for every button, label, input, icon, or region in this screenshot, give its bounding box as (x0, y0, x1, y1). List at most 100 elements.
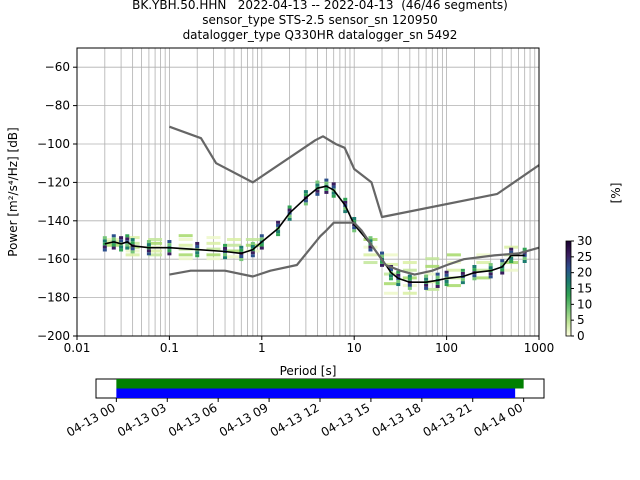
density-mode-cell (352, 220, 357, 224)
density-mode-cell (488, 275, 493, 279)
density-mode-cell (324, 190, 329, 194)
density-mode-cell (315, 189, 320, 193)
density-mode-cell (239, 255, 244, 259)
density-mode-cell (331, 182, 336, 186)
density-mode-cell (195, 254, 200, 258)
colorbar-tick-label: 25 (577, 250, 592, 264)
density-mode-cell (460, 281, 465, 285)
timeline-tick-label: 04-13 00 (64, 400, 118, 439)
density-cell (446, 268, 461, 272)
density-mode-cell (239, 258, 244, 262)
density-cell (402, 291, 417, 295)
density-mode-cell (500, 259, 505, 263)
noise-model-low-line (169, 221, 540, 278)
density-mode-cell (388, 268, 393, 272)
density-mode-cell (444, 279, 449, 283)
density-mode-cell (488, 263, 493, 267)
noise-model-high-line (169, 125, 540, 219)
density-mode-cell (146, 252, 151, 256)
density-mode-cell (522, 260, 527, 264)
density-mode-cell (407, 283, 412, 287)
density-mode-cell (167, 240, 172, 244)
density-mode-cell (130, 238, 135, 242)
density-mode-cell (343, 210, 348, 214)
density-cell (125, 236, 140, 240)
density-mode-cell (472, 268, 477, 272)
density-mode-cell (396, 279, 401, 283)
density-mode-cell (250, 241, 255, 245)
density-mode-cell (276, 230, 281, 234)
colorbar-tick-label: 20 (577, 266, 592, 280)
density-mode-cell (324, 181, 329, 185)
density-mode-cell (125, 243, 130, 247)
density-mode-cell (500, 268, 505, 272)
density-cell (446, 253, 461, 257)
density-mode-cell (119, 239, 124, 243)
y-tick-label: −60 (45, 60, 70, 74)
density-mode-cell (167, 252, 172, 256)
density-cell (206, 241, 221, 245)
density-mode-cell (287, 205, 292, 209)
density-cell (125, 253, 140, 257)
density-mode-cell (250, 251, 255, 255)
density-cell (178, 243, 193, 247)
density-mode-cell (102, 248, 107, 252)
density-mode-cell (472, 274, 477, 278)
colorbar-gradient (565, 240, 572, 337)
density-cell (425, 264, 440, 268)
density-mode-cell (380, 254, 385, 258)
axes: 0.01 0.1 1 10 100 1000 −200 −180 −160 −140 −120 −10… (37, 60, 554, 355)
density-mode-cell (407, 277, 412, 281)
density-mode-cell (460, 268, 465, 272)
density-mode-cell (460, 271, 465, 275)
x-tick-label: 10 (347, 341, 362, 355)
chart-title-line-3: datalogger_type Q330HR datalogger_sn 549… (182, 28, 458, 42)
data-available-bar (116, 379, 524, 389)
density-mode-cell (380, 260, 385, 264)
density-mode-cell (287, 217, 292, 221)
density-cell (402, 268, 417, 272)
density-mode-cell (444, 283, 449, 287)
x-tick-label: 1 (258, 341, 266, 355)
density-cell (383, 282, 398, 286)
x-tick-label: 1000 (524, 341, 555, 355)
density-mode-cell (472, 277, 477, 281)
density-mode-cell (435, 284, 440, 288)
density-mode-cell (435, 275, 440, 279)
density-mode-cell (276, 233, 281, 237)
density-cell (148, 253, 163, 257)
density-mode-cell (522, 247, 527, 251)
density-mode-cell (259, 243, 264, 247)
density-mode-cell (303, 202, 308, 206)
density-mode-cell (130, 247, 135, 251)
density-mode-cell (303, 190, 308, 194)
y-tick-label: −180 (37, 291, 70, 305)
density-mode-cell (509, 247, 514, 251)
grid (76, 48, 540, 337)
density-mode-cell (195, 251, 200, 255)
x-axis-label: Period [s] (280, 364, 337, 378)
colorbar-tick-label: 30 (577, 234, 592, 248)
density-mode-cell (460, 278, 465, 282)
density-mode-cell (435, 281, 440, 285)
density-mode-cell (111, 237, 116, 241)
density-cell (178, 257, 193, 261)
density-mode-cell (223, 243, 228, 247)
density-cell (206, 247, 221, 251)
density-mode-cell (331, 185, 336, 189)
density-mode-cell (287, 214, 292, 218)
density-mode-cell (102, 236, 107, 240)
density-mode-cell (388, 274, 393, 278)
density-mode-cell (509, 260, 514, 264)
density-mode-cell (102, 239, 107, 243)
density-cell (148, 238, 163, 241)
density-mode-cell (125, 234, 130, 238)
timeline-tick-label: 04-13 09 (217, 400, 271, 439)
x-tick-label: 0.1 (160, 341, 179, 355)
density-mode-cell (303, 193, 308, 197)
timeline-tick-label: 04-13 15 (319, 400, 373, 439)
density-cell (245, 238, 260, 241)
density-mode-cell (119, 245, 124, 249)
density-mode-cell (509, 256, 514, 260)
